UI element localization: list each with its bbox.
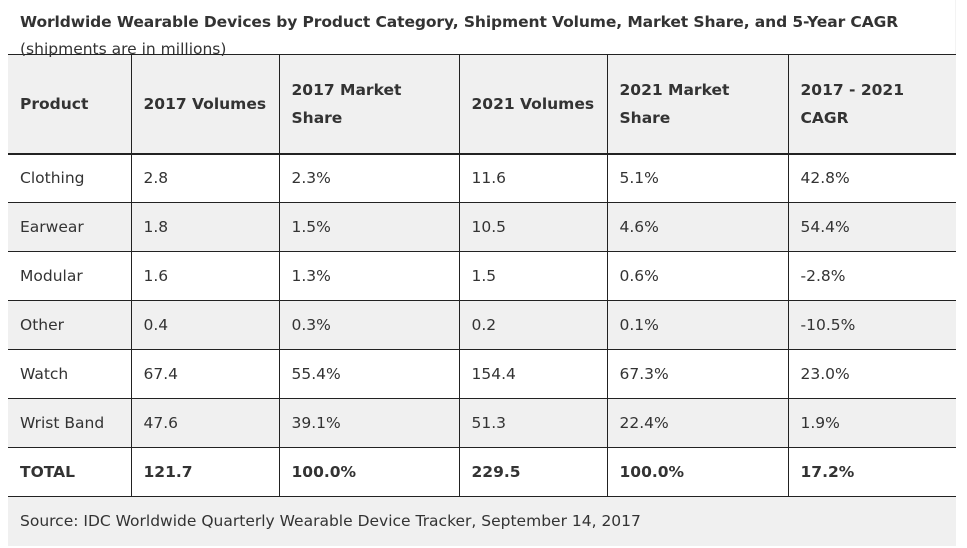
table-row: Watch 67.4 55.4% 154.4 67.3% 23.0% xyxy=(8,349,956,399)
cell-2017-market-share: 2.3% xyxy=(278,153,459,203)
cell-product: Wrist Band xyxy=(8,398,131,448)
table-row: Modular 1.6 1.3% 1.5 0.6% -2.8% xyxy=(8,251,956,301)
total-2021-market-share: 100.0% xyxy=(606,447,788,497)
cell-2017-volumes: 47.6 xyxy=(130,398,279,448)
cell-2021-volumes: 154.4 xyxy=(458,349,607,399)
table-row: Other 0.4 0.3% 0.2 0.1% -10.5% xyxy=(8,300,956,350)
table-row: Earwear 1.8 1.5% 10.5 4.6% 54.4% xyxy=(8,202,956,252)
header-row: Product 2017 Volumes 2017 Market Share 2… xyxy=(8,54,956,155)
cell-2017-market-share: 39.1% xyxy=(278,398,459,448)
cell-cagr: -10.5% xyxy=(787,300,956,350)
table-row: Wrist Band 47.6 39.1% 51.3 22.4% 1.9% xyxy=(8,398,956,448)
cell-2017-volumes: 67.4 xyxy=(130,349,279,399)
cell-2017-volumes: 2.8 xyxy=(130,153,279,203)
cell-product: Earwear xyxy=(8,202,131,252)
wearables-table-container: Worldwide Wearable Devices by Product Ca… xyxy=(8,0,956,546)
header-2017-volumes: 2017 Volumes xyxy=(130,54,279,155)
wearables-table: Product 2017 Volumes 2017 Market Share 2… xyxy=(8,54,956,497)
cell-2017-market-share: 55.4% xyxy=(278,349,459,399)
cell-2017-market-share: 0.3% xyxy=(278,300,459,350)
cell-2021-volumes: 11.6 xyxy=(458,153,607,203)
cell-cagr: 1.9% xyxy=(787,398,956,448)
cell-2017-market-share: 1.5% xyxy=(278,202,459,252)
cell-2021-market-share: 5.1% xyxy=(606,153,788,203)
cell-2017-volumes: 1.6 xyxy=(130,251,279,301)
table-caption: Worldwide Wearable Devices by Product Ca… xyxy=(8,0,956,58)
cell-2021-market-share: 4.6% xyxy=(606,202,788,252)
header-product: Product xyxy=(8,54,131,155)
total-product: TOTAL xyxy=(8,447,131,497)
total-2017-market-share: 100.0% xyxy=(278,447,459,497)
cell-cagr: 23.0% xyxy=(787,349,956,399)
cell-product: Modular xyxy=(8,251,131,301)
cell-2021-volumes: 51.3 xyxy=(458,398,607,448)
cell-2021-volumes: 1.5 xyxy=(458,251,607,301)
cell-product: Other xyxy=(8,300,131,350)
cell-cagr: -2.8% xyxy=(787,251,956,301)
cell-2021-market-share: 67.3% xyxy=(606,349,788,399)
cell-2021-market-share: 0.1% xyxy=(606,300,788,350)
table-subtitle: (shipments are in millions) xyxy=(20,40,227,58)
cell-product: Watch xyxy=(8,349,131,399)
table-row: Clothing 2.8 2.3% 11.6 5.1% 42.8% xyxy=(8,153,956,203)
total-2021-volumes: 229.5 xyxy=(458,447,607,497)
cell-2021-volumes: 0.2 xyxy=(458,300,607,350)
cell-product: Clothing xyxy=(8,153,131,203)
total-2017-volumes: 121.7 xyxy=(130,447,279,497)
total-cagr: 17.2% xyxy=(787,447,956,497)
header-cagr: 2017 - 2021 CAGR xyxy=(787,54,956,155)
cell-2021-volumes: 10.5 xyxy=(458,202,607,252)
cell-2017-volumes: 1.8 xyxy=(130,202,279,252)
total-row: TOTAL 121.7 100.0% 229.5 100.0% 17.2% xyxy=(8,447,956,497)
header-2017-market-share: 2017 Market Share xyxy=(278,54,459,155)
header-2021-volumes: 2021 Volumes xyxy=(458,54,607,155)
cell-cagr: 54.4% xyxy=(787,202,956,252)
cell-2017-volumes: 0.4 xyxy=(130,300,279,350)
table-title: Worldwide Wearable Devices by Product Ca… xyxy=(20,13,899,31)
source-note: Source: IDC Worldwide Quarterly Wearable… xyxy=(8,497,956,546)
cell-cagr: 42.8% xyxy=(787,153,956,203)
cell-2017-market-share: 1.3% xyxy=(278,251,459,301)
cell-2021-market-share: 22.4% xyxy=(606,398,788,448)
header-2021-market-share: 2021 Market Share xyxy=(606,54,788,155)
cell-2021-market-share: 0.6% xyxy=(606,251,788,301)
